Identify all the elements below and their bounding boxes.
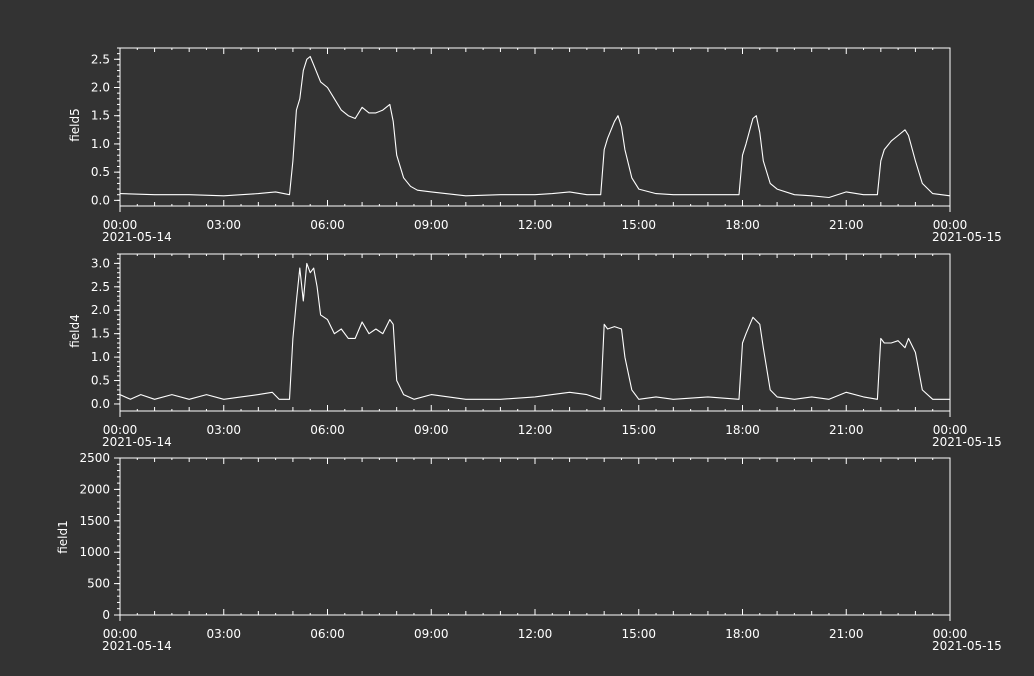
ylabel-field5: field5 xyxy=(68,108,82,142)
x-tick-label: 09:00 xyxy=(414,627,449,641)
x-tick-label: 00:00 xyxy=(933,423,968,437)
x-tick-label: 12:00 xyxy=(518,627,553,641)
x-tick-label: 09:00 xyxy=(414,423,449,437)
x-date-label: 2021-05-15 xyxy=(932,639,1002,653)
x-tick-label: 00:00 xyxy=(933,627,968,641)
x-tick-label: 21:00 xyxy=(829,627,864,641)
series-line xyxy=(119,262,950,400)
x-tick-label: 15:00 xyxy=(621,218,656,232)
y-tick-label: 0.5 xyxy=(91,374,110,388)
plot-frame xyxy=(119,457,951,616)
y-tick-label: 0.0 xyxy=(91,397,110,411)
plot-frame xyxy=(119,253,951,412)
panel-field4: field4 00:00 03:00 06:00 09:00 12:00 15:00 18:… xyxy=(68,253,1002,449)
x-tick-label: 03:00 xyxy=(206,627,241,641)
y-tick-label: 1000 xyxy=(79,545,110,559)
panel-field1: field1 00:00 03:00 06:00 09:00 12:00 15:00 18:… xyxy=(56,451,1002,653)
x-tick-label: 03:00 xyxy=(206,218,241,232)
y-tick-label: 2.0 xyxy=(91,81,110,95)
plot-frame xyxy=(119,47,951,207)
y-tick-label: 2.0 xyxy=(91,303,110,317)
x-tick-label: 06:00 xyxy=(310,627,345,641)
x-tick-label: 21:00 xyxy=(829,423,864,437)
x-tick-label: 15:00 xyxy=(621,627,656,641)
x-tick-label: 00:00 xyxy=(933,218,968,232)
x-date-label: 2021-05-14 xyxy=(102,230,172,244)
y-tick-label: 2.5 xyxy=(91,52,110,66)
x-date-label: 2021-05-15 xyxy=(932,230,1002,244)
ylabel-field4: field4 xyxy=(68,314,82,348)
ylabel-field1: field1 xyxy=(56,520,70,554)
x-tick-label: 18:00 xyxy=(725,218,760,232)
x-tick-label: 06:00 xyxy=(310,218,345,232)
y-tick-label: 500 xyxy=(87,577,110,591)
y-tick-label: 3.0 xyxy=(91,256,110,270)
y-tick-label: 1.0 xyxy=(91,350,110,364)
x-tick-label: 15:00 xyxy=(621,423,656,437)
series-line xyxy=(119,55,951,199)
y-tick-label: 2.5 xyxy=(91,280,110,294)
y-tick-label: 0 xyxy=(102,608,110,622)
x-tick-label: 12:00 xyxy=(518,218,553,232)
x-tick-label: 06:00 xyxy=(310,423,345,437)
x-tick-label: 00:00 xyxy=(103,423,138,437)
y-tick-label: 1.0 xyxy=(91,137,110,151)
x-tick-label: 09:00 xyxy=(414,218,449,232)
x-date-label: 2021-05-14 xyxy=(102,639,172,653)
x-tick-label: 21:00 xyxy=(829,218,864,232)
y-tick-label: 0.5 xyxy=(91,165,110,179)
y-tick-label: 1.5 xyxy=(91,327,110,341)
y-tick-label: 1500 xyxy=(79,514,110,528)
x-tick-label: 00:00 xyxy=(103,627,138,641)
y-tick-label: 2000 xyxy=(79,482,110,496)
y-tick-label: 2500 xyxy=(79,451,110,465)
x-tick-label: 18:00 xyxy=(725,627,760,641)
y-tick-label: 1.5 xyxy=(91,109,110,123)
panel-field5: field5 00:00 03:00 06:00 09:00 12:00 15:00 18:… xyxy=(68,47,1002,244)
x-tick-label: 12:00 xyxy=(518,423,553,437)
x-tick-label: 18:00 xyxy=(725,423,760,437)
x-tick-label: 00:00 xyxy=(103,218,138,232)
x-date-label: 2021-05-14 xyxy=(102,435,172,449)
x-tick-label: 03:00 xyxy=(206,423,241,437)
y-tick-label: 0.0 xyxy=(91,193,110,207)
x-date-label: 2021-05-15 xyxy=(932,435,1002,449)
